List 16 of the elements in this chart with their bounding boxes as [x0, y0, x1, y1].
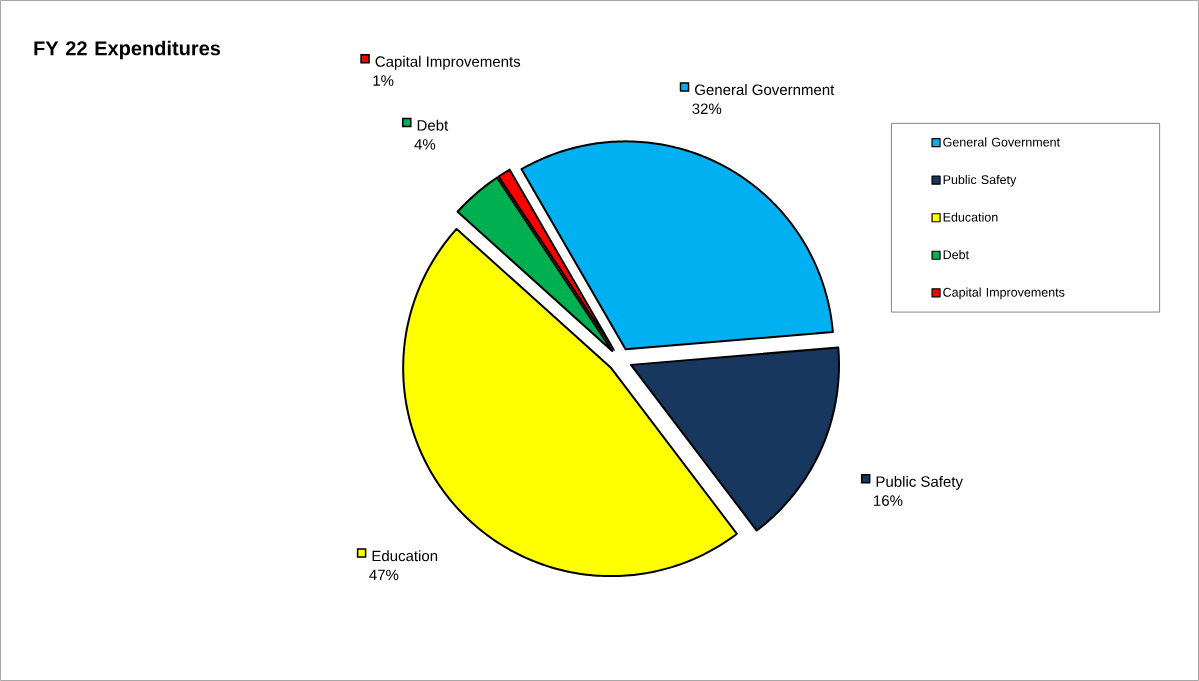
legend-label: Education — [372, 550, 438, 562]
legend-label: General Government — [695, 84, 835, 96]
category-label: Education — [943, 212, 998, 222]
legend-label: Debt — [417, 119, 449, 131]
category-label: Debt — [943, 249, 969, 260]
legend-label: Capital Improvements — [375, 55, 521, 70]
category-label: Public Safety — [943, 174, 1017, 187]
data-label: 32% — [692, 103, 722, 115]
category-label: General Government — [943, 137, 1060, 147]
text: FY 22 Expenditures — [34, 40, 221, 60]
data-label: 1% — [373, 75, 394, 86]
data-label: 47% — [369, 569, 399, 581]
category-label: Capital Improvements — [943, 287, 1065, 300]
data-label: 4% — [414, 139, 436, 150]
data-label: 16% — [874, 495, 903, 506]
legend-label: Public Safety — [876, 475, 963, 490]
